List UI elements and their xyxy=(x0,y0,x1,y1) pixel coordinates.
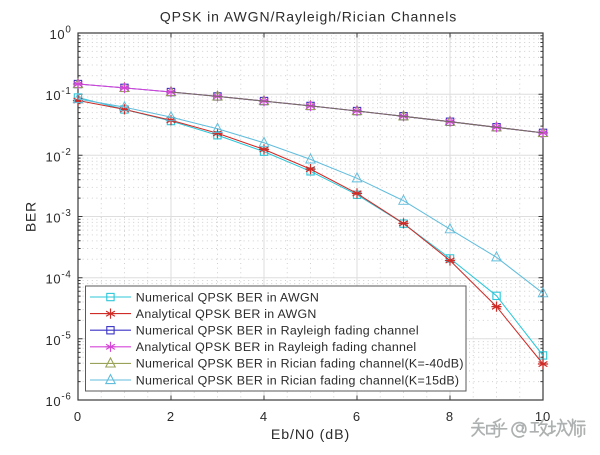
svg-text:10: 10 xyxy=(535,409,551,424)
svg-text:Analytical QPSK BER in Rayleig: Analytical QPSK BER in Rayleigh fading c… xyxy=(136,340,417,354)
svg-text:BER: BER xyxy=(24,201,39,232)
svg-text:Numerical QPSK BER in AWGN: Numerical QPSK BER in AWGN xyxy=(136,290,319,304)
svg-text:Numerical QPSK BER in Rician f: Numerical QPSK BER in Rician fading chan… xyxy=(136,357,464,371)
svg-text:4: 4 xyxy=(260,409,268,424)
svg-text:Numerical QPSK BER in Rayleigh: Numerical QPSK BER in Rayleigh fading ch… xyxy=(136,324,419,338)
svg-text:Numerical QPSK BER in Rician f: Numerical QPSK BER in Rician fading chan… xyxy=(136,373,460,387)
svg-text:QPSK in AWGN/Rayleigh/Rician C: QPSK in AWGN/Rayleigh/Rician Channels xyxy=(160,9,457,25)
svg-text:8: 8 xyxy=(446,409,454,424)
svg-text:6: 6 xyxy=(353,409,361,424)
svg-text:Analytical QPSK BER in AWGN: Analytical QPSK BER in AWGN xyxy=(136,307,317,321)
svg-text:0: 0 xyxy=(74,409,82,424)
svg-text:2: 2 xyxy=(167,409,175,424)
svg-text:Eb/N0 (dB): Eb/N0 (dB) xyxy=(271,427,350,443)
